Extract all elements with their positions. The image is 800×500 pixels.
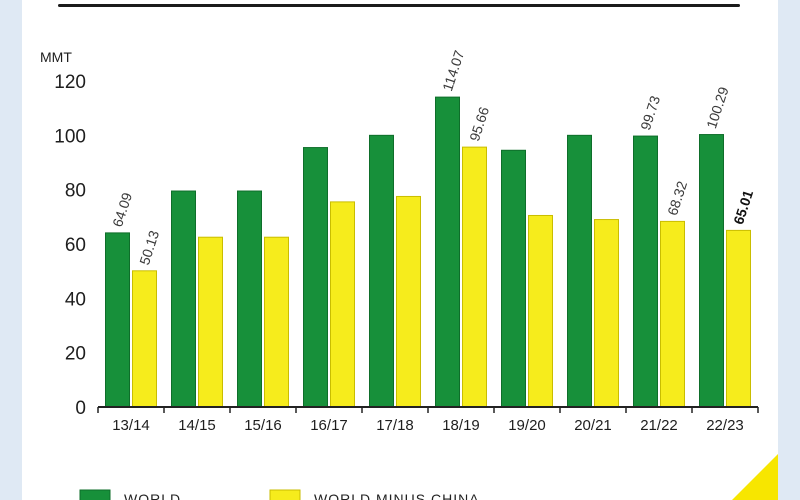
y-axis-ticks: 0 20 40 60 80 100 120	[54, 72, 86, 419]
legend-label: WORLD	[124, 491, 181, 500]
bar-world-minus-china-22-23	[726, 229, 751, 408]
bar-world-minus-china-21-22	[660, 220, 685, 408]
corner-accent	[732, 454, 778, 500]
bar-world-18-19	[435, 96, 460, 408]
x-tick-label: 18/19	[442, 417, 480, 434]
bar-world-22-23	[699, 134, 724, 408]
data-label: 64.09	[109, 190, 135, 228]
bar-world-21-22	[633, 135, 658, 408]
x-axis-ticks: 13/14 14/15 15/16 16/17 17/18 18/19 19/20 20/21…	[97, 407, 759, 434]
legend-swatch	[269, 489, 301, 500]
bar-world-17-18	[369, 134, 394, 408]
data-label: 100.29	[703, 85, 732, 131]
y-axis-unit-label: MMT	[40, 49, 72, 65]
y-tick-label: 100	[54, 126, 86, 147]
bars	[105, 96, 751, 408]
bar-world-19-20	[501, 149, 526, 408]
x-tick-label: 21/22	[640, 417, 678, 434]
bar-world-13-14	[105, 232, 130, 408]
y-tick-label: 20	[65, 344, 86, 365]
bar-world-minus-china-14-15	[198, 236, 223, 408]
y-tick-label: 120	[54, 72, 86, 93]
bar-world-16-17	[303, 147, 328, 408]
data-label: 99.73	[637, 94, 663, 132]
x-tick-label: 17/18	[376, 417, 414, 434]
y-tick-label: 40	[65, 289, 86, 310]
bar-world-minus-china-13-14	[132, 270, 157, 408]
y-tick-label: 80	[65, 181, 86, 202]
bar-world-minus-china-15-16	[264, 236, 289, 408]
y-tick-label: 0	[75, 398, 86, 419]
bar-world-minus-china-18-19	[462, 146, 487, 408]
bar-world-20-21	[567, 134, 592, 408]
bar-world-15-16	[237, 190, 262, 408]
data-label: 95.66	[466, 105, 492, 143]
bar-world-minus-china-16-17	[330, 201, 355, 408]
bar-world-minus-china-20-21	[594, 219, 619, 408]
x-tick-label: 15/16	[244, 417, 282, 434]
x-tick-label: 16/17	[310, 417, 348, 434]
bar-world-minus-china-17-18	[396, 195, 421, 408]
bar-world-minus-china-19-20	[528, 214, 553, 408]
data-label: 114.07	[439, 48, 467, 93]
x-tick-label: 13/14	[112, 417, 150, 434]
data-label: 68.32	[664, 179, 690, 217]
legend-label: WORLD MINUS CHINA	[314, 491, 480, 500]
top-divider	[58, 4, 740, 7]
legend: WORLD WORLD MINUS CHINA	[79, 489, 480, 500]
data-label: 65.01	[730, 188, 756, 226]
legend-swatch	[79, 489, 111, 500]
x-tick-label: 14/15	[178, 417, 216, 434]
y-tick-label: 60	[65, 235, 86, 256]
bar-world-14-15	[171, 190, 196, 408]
x-tick-label: 22/23	[706, 417, 744, 434]
x-tick-label: 20/21	[574, 417, 612, 434]
x-tick-label: 19/20	[508, 417, 546, 434]
data-label: 50.13	[136, 228, 162, 266]
